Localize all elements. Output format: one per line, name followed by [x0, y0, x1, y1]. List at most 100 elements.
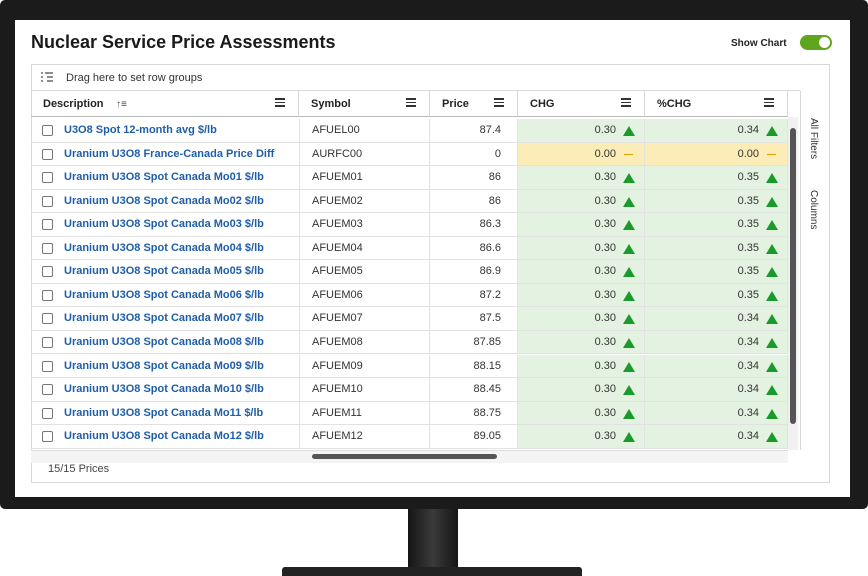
row-checkbox[interactable] [42, 242, 53, 254]
desc-cell-line [31, 425, 299, 449]
price: 87.5 [430, 307, 518, 331]
change: 0.30 [518, 213, 645, 237]
up-arrow [623, 243, 635, 254]
column-header: %CHG [645, 91, 788, 117]
price: 86 [430, 189, 518, 214]
desc-cell-line [31, 213, 299, 237]
symbol: AURFC00 [299, 142, 430, 167]
desc-cell-line [31, 378, 299, 402]
symbol: AFUEM06 [299, 283, 430, 308]
row-checkbox[interactable] [42, 219, 53, 231]
symbol: AFUEL00 [299, 119, 430, 143]
symbol: AFUEM05 [299, 260, 430, 284]
up-arrow [766, 243, 778, 254]
percent-change: 0.34 [645, 330, 788, 355]
price: 87.2 [430, 283, 518, 308]
up-arrow [766, 220, 778, 231]
change: 0.30 [518, 425, 645, 449]
flat-dash [767, 153, 776, 156]
row-group-hint: Drag here to set row groups [66, 72, 203, 84]
row-checkbox[interactable] [42, 313, 53, 325]
h-scroll-thumb[interactable] [312, 454, 497, 459]
price: 86.6 [430, 236, 518, 261]
row-checkbox[interactable] [42, 125, 53, 136]
change: 0.30 [518, 307, 645, 331]
v-scroll-thumb[interactable] [790, 128, 796, 424]
change: 0.30 [518, 260, 645, 284]
row-count: 15/15 Prices [48, 463, 110, 475]
row-checkbox[interactable] [42, 360, 53, 372]
row-group-icon [41, 72, 53, 82]
symbol: AFUEM08 [299, 330, 430, 355]
row-checkbox[interactable] [42, 266, 53, 278]
up-arrow [623, 432, 635, 443]
change: 0.30 [518, 378, 645, 402]
percent-change: 0.35 [645, 236, 788, 261]
up-arrow [623, 173, 635, 184]
up-arrow [623, 385, 635, 396]
change: 0.30 [518, 236, 645, 261]
price: 88.75 [430, 401, 518, 426]
column-menu[interactable] [275, 98, 285, 107]
up-arrow [766, 196, 778, 207]
change: 0.30 [518, 401, 645, 426]
change: 0.30 [518, 166, 645, 190]
up-arrow [623, 314, 635, 325]
column-header: Description [31, 91, 299, 117]
page-title: Nuclear Service Price Assessments [31, 32, 336, 52]
toggle-label: Show Chart [731, 38, 787, 49]
up-arrow [623, 196, 635, 207]
percent-change: 0.35 [645, 283, 788, 308]
toggle[interactable] [800, 35, 832, 50]
percent-change: 0.35 [645, 189, 788, 214]
row-checkbox[interactable] [42, 384, 53, 396]
price: 88.15 [430, 354, 518, 378]
column-menu[interactable] [764, 98, 774, 107]
change: 0.30 [518, 119, 645, 143]
row-checkbox[interactable] [42, 431, 53, 443]
symbol: AFUEM02 [299, 189, 430, 214]
column-menu[interactable] [406, 98, 416, 107]
price: 88.45 [430, 378, 518, 402]
sort-icon: ↑≡ [116, 99, 127, 110]
symbol: AFUEM01 [299, 166, 430, 190]
row-checkbox[interactable] [42, 148, 53, 160]
monitor-base [282, 567, 582, 576]
row-checkbox[interactable] [42, 407, 53, 419]
up-arrow [623, 220, 635, 231]
up-arrow [766, 314, 778, 325]
desc-cell-line [31, 166, 299, 190]
desc-cell-line [31, 331, 299, 355]
desc-cell-line [31, 237, 299, 261]
desc-cell-line [31, 284, 299, 308]
price: 86.9 [430, 260, 518, 284]
symbol: AFUEM07 [299, 307, 430, 331]
up-arrow [766, 361, 778, 372]
desc-cell-line [31, 402, 299, 426]
change: 0.30 [518, 189, 645, 214]
percent-change: 0.00 [645, 142, 788, 167]
side-tab[interactable]: All Filters [808, 118, 819, 160]
percent-change: 0.35 [645, 260, 788, 284]
row-checkbox[interactable] [42, 195, 53, 207]
column-header: Price [430, 91, 518, 117]
column-menu[interactable] [621, 98, 631, 107]
column-menu[interactable] [494, 98, 504, 107]
data-grid [31, 64, 830, 483]
symbol: AFUEM09 [299, 354, 430, 378]
side-panel [800, 91, 831, 450]
up-arrow [766, 337, 778, 348]
desc-cell-line [31, 119, 299, 143]
side-tab[interactable]: Columns [808, 190, 819, 230]
up-arrow [623, 408, 635, 419]
row-checkbox[interactable] [42, 172, 53, 184]
up-arrow [766, 290, 778, 301]
row-checkbox[interactable] [42, 289, 53, 301]
price: 87.85 [430, 330, 518, 355]
up-arrow [766, 432, 778, 443]
up-arrow [623, 361, 635, 372]
flat-dash [624, 153, 633, 156]
row-checkbox[interactable] [42, 336, 53, 348]
up-arrow [766, 126, 778, 136]
desc-cell-line [31, 190, 299, 214]
